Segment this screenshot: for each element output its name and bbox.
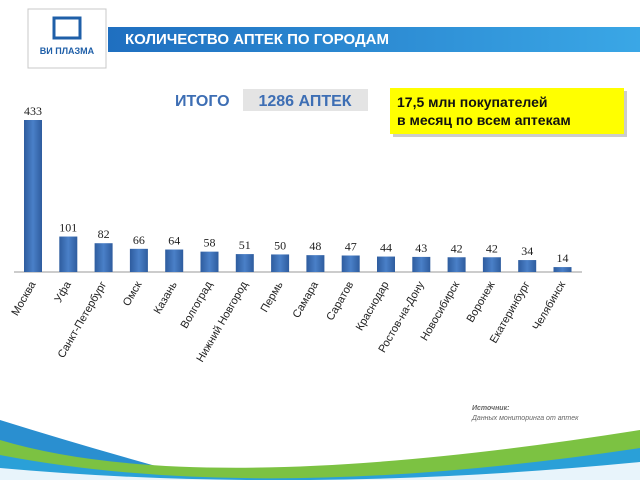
value-label: 58 bbox=[204, 236, 216, 250]
logo-text: ВИ ПЛАЗМА bbox=[40, 46, 95, 56]
value-label: 66 bbox=[133, 233, 145, 247]
total-value: 1286 АПТЕК bbox=[258, 93, 351, 110]
value-label: 433 bbox=[24, 104, 42, 118]
bar bbox=[412, 256, 431, 272]
bar bbox=[129, 248, 148, 272]
bar bbox=[200, 251, 219, 272]
source-label: Источник: bbox=[472, 405, 509, 412]
bar bbox=[377, 256, 395, 272]
note-line: в месяц по всем аптекам bbox=[397, 112, 571, 128]
decor-wave bbox=[0, 448, 640, 480]
bar bbox=[271, 254, 290, 272]
source-text: Данных мониторинга от аптек bbox=[471, 415, 579, 422]
value-label: 43 bbox=[415, 241, 427, 255]
decor-wave bbox=[0, 462, 640, 480]
bar bbox=[306, 255, 325, 272]
logo-icon bbox=[52, 16, 82, 40]
value-label: 50 bbox=[274, 238, 286, 252]
bar bbox=[59, 236, 78, 272]
bar bbox=[447, 257, 466, 272]
value-label: 42 bbox=[486, 241, 498, 255]
bar bbox=[518, 260, 537, 272]
note-box bbox=[390, 88, 624, 134]
value-label: 34 bbox=[521, 244, 533, 258]
value-label: 64 bbox=[168, 234, 180, 248]
note-line: 17,5 млн покупателей bbox=[397, 94, 548, 110]
decor-wave bbox=[0, 430, 640, 480]
value-label: 101 bbox=[59, 221, 77, 235]
total-box bbox=[243, 89, 368, 111]
bar bbox=[235, 254, 254, 272]
bar bbox=[482, 257, 501, 272]
value-label: 48 bbox=[309, 239, 321, 253]
value-label: 47 bbox=[345, 240, 357, 254]
bar bbox=[341, 255, 360, 272]
value-label: 14 bbox=[557, 251, 569, 265]
header-title: КОЛИЧЕСТВО АПТЕК ПО ГОРОДАМ bbox=[125, 31, 389, 48]
bar bbox=[94, 243, 113, 272]
total-label: ИТОГО bbox=[175, 93, 230, 110]
value-label: 82 bbox=[98, 227, 110, 241]
header-band bbox=[108, 27, 640, 52]
bar bbox=[165, 249, 184, 272]
bar bbox=[553, 267, 572, 272]
value-label: 51 bbox=[239, 238, 251, 252]
value-label: 42 bbox=[451, 241, 463, 255]
value-label: 44 bbox=[380, 241, 392, 255]
bar bbox=[24, 120, 42, 272]
